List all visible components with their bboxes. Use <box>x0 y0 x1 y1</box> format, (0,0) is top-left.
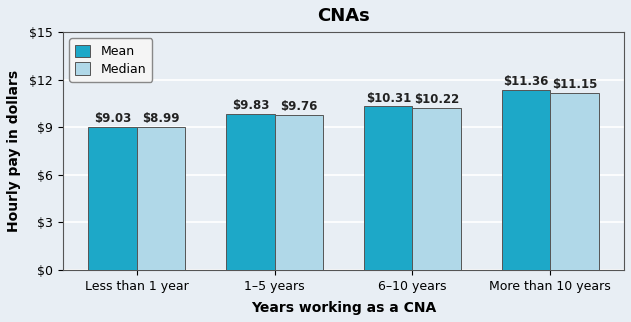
Y-axis label: Hourly pay in dollars: Hourly pay in dollars <box>7 70 21 232</box>
Legend: Mean, Median: Mean, Median <box>69 38 152 82</box>
Bar <box>413 108 461 270</box>
Bar <box>502 90 550 270</box>
Text: $9.83: $9.83 <box>232 99 269 112</box>
Text: $10.22: $10.22 <box>414 93 459 106</box>
Text: $11.36: $11.36 <box>504 75 549 88</box>
Bar <box>227 114 274 270</box>
Text: $11.15: $11.15 <box>551 78 597 91</box>
Text: $9.03: $9.03 <box>94 112 131 125</box>
Bar <box>550 93 599 270</box>
Bar <box>88 127 137 270</box>
Title: CNAs: CNAs <box>317 7 370 25</box>
Text: $9.76: $9.76 <box>280 100 317 113</box>
X-axis label: Years working as a CNA: Years working as a CNA <box>251 301 436 315</box>
Text: $10.31: $10.31 <box>365 91 411 105</box>
Bar <box>364 107 413 270</box>
Text: $8.99: $8.99 <box>142 112 180 126</box>
Bar <box>274 115 323 270</box>
Bar <box>137 128 185 270</box>
